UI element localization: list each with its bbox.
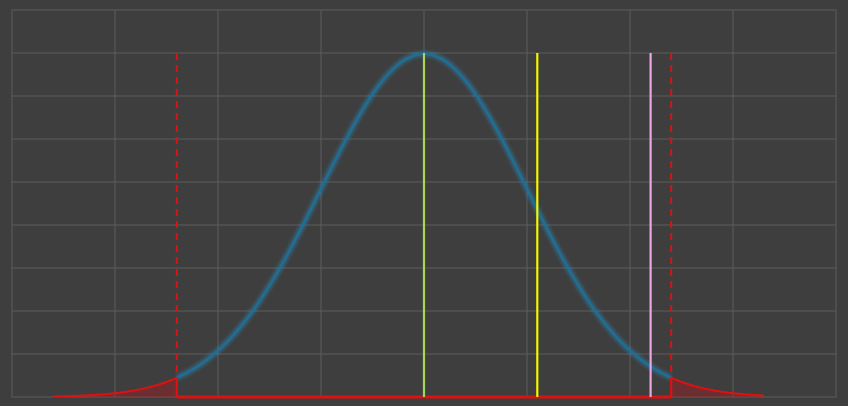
right-tail-area xyxy=(671,377,764,397)
left-tail-area xyxy=(53,377,177,397)
left-tail-curve xyxy=(53,376,178,398)
tail-areas xyxy=(53,377,764,397)
reference-lines xyxy=(175,53,673,399)
right-tail-curve xyxy=(670,376,764,397)
